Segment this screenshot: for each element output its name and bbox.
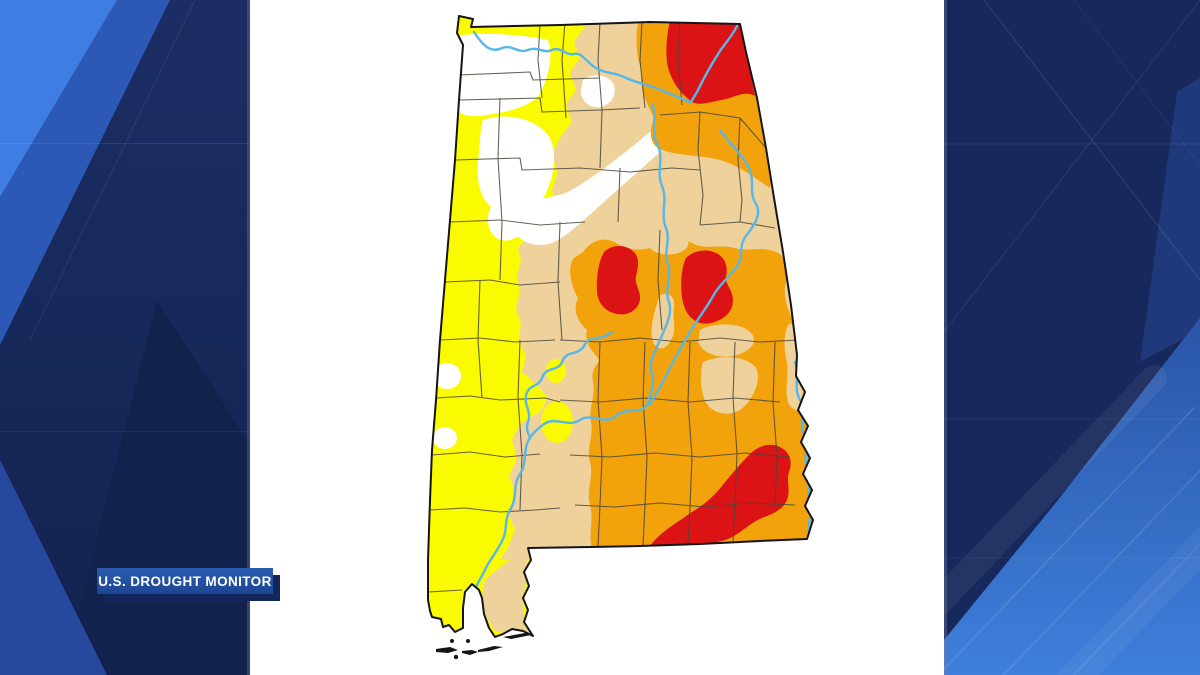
left-panel-bright-triangle [0,0,117,197]
right-panel-graphic [944,0,1200,675]
panel-divider-right [944,0,947,675]
right-panel-bright-region [944,318,1200,675]
coastal-islands [436,633,531,660]
state-outline [427,15,814,638]
coosa-river [648,128,760,406]
right-panel-edge-band [1140,78,1200,362]
drought-layer-none [433,33,676,449]
right-panel-hairlines [944,0,1200,559]
county-lines [428,21,798,593]
left-panel-corner-band [0,460,107,675]
black-warrior-river [524,330,614,440]
source-label: U.S. DROUGHT MONITOR [97,568,273,594]
panel-divider-left [247,0,250,675]
right-panel-streaks [944,365,1200,675]
tennessee-river [472,30,692,104]
tennessee-branch [689,24,739,104]
cahaba-river [471,102,672,596]
alabama-drought-map [427,15,814,660]
drought-layer-d3-extreme [596,20,791,546]
source-label-text: U.S. DROUGHT MONITOR [98,573,272,589]
left-panel-mid-stripe [0,0,170,345]
left-panel-diagonal-hairline [29,0,196,341]
